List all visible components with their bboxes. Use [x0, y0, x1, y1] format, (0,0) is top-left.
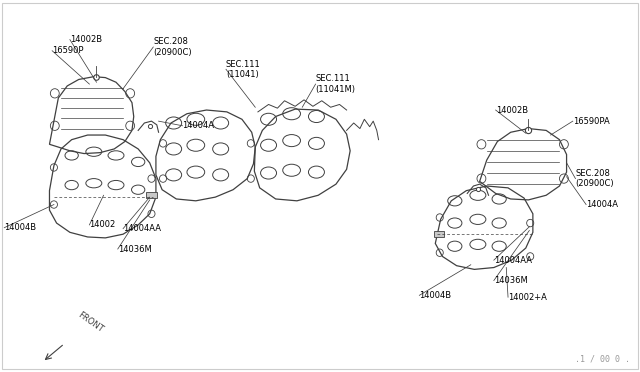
- Text: 14004A: 14004A: [586, 200, 618, 209]
- Text: FRONT: FRONT: [76, 310, 105, 334]
- Text: 14002B: 14002B: [70, 35, 102, 44]
- Text: .1 / 00 0 .: .1 / 00 0 .: [575, 355, 630, 364]
- Text: SEC.208
(20900C): SEC.208 (20900C): [153, 37, 192, 57]
- Text: SEC.208
(20900C): SEC.208 (20900C): [575, 169, 614, 188]
- Bar: [146, 192, 157, 198]
- Text: 14002: 14002: [90, 221, 116, 230]
- Text: 14004B: 14004B: [419, 291, 451, 300]
- Text: 14036M: 14036M: [494, 276, 527, 285]
- Text: 14004A: 14004A: [182, 121, 214, 130]
- Text: SEC.111
(11041M): SEC.111 (11041M): [316, 74, 356, 94]
- Text: 14002+A: 14002+A: [508, 293, 547, 302]
- Text: 14004AA: 14004AA: [494, 256, 532, 264]
- Bar: [433, 231, 444, 237]
- Text: 14002B: 14002B: [495, 106, 528, 115]
- Text: 14036M: 14036M: [118, 244, 152, 253]
- Text: 16590PA: 16590PA: [573, 117, 609, 126]
- Text: 14004B: 14004B: [4, 223, 36, 232]
- Text: SEC.111
(11041): SEC.111 (11041): [226, 60, 260, 79]
- Text: 14004AA: 14004AA: [123, 224, 161, 233]
- Text: 16590P: 16590P: [52, 46, 84, 55]
